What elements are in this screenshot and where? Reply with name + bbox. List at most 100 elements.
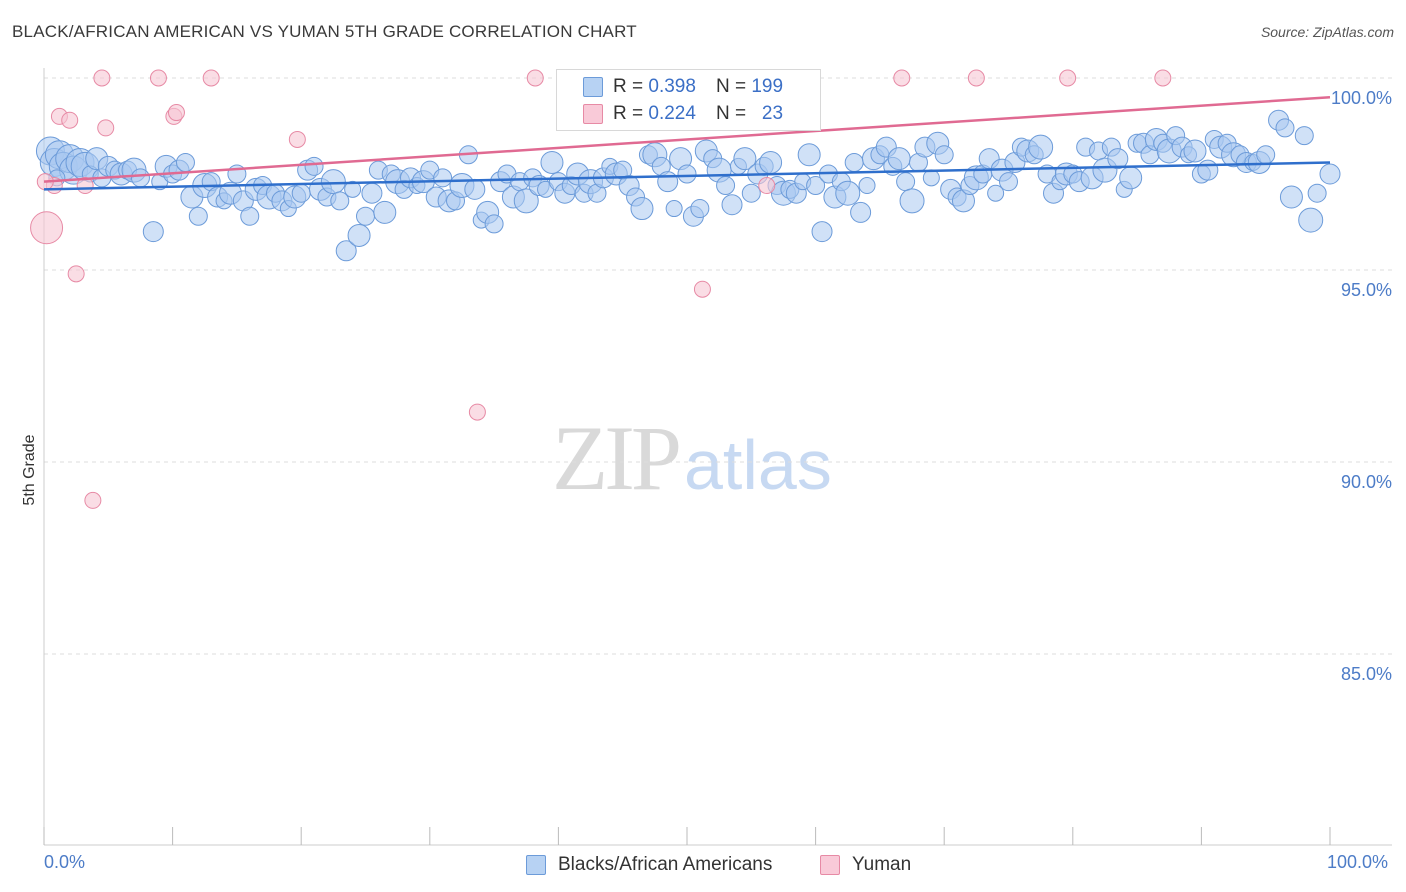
blacks-data-point (1107, 148, 1129, 170)
yuman-data-point (97, 119, 115, 137)
bottom-legend-label: Yuman (852, 854, 912, 875)
blacks-data-point (741, 183, 761, 203)
blacks-data-point (142, 221, 164, 243)
blacks-data-point (665, 200, 683, 218)
blacks-data-point (690, 199, 710, 219)
blacks-data-point (1319, 163, 1341, 185)
blacks-data-point (630, 197, 654, 221)
blacks-data-point (344, 180, 362, 198)
yuman-data-point (468, 403, 486, 421)
blacks-data-point (987, 184, 1005, 202)
yuman-trend-line (43, 95, 1331, 183)
blacks-data-point (464, 178, 486, 200)
legend-r-value: 0.224 (648, 103, 696, 124)
blacks-data-point (858, 177, 876, 195)
blacks-data-point (513, 188, 539, 214)
bottom-legend-label: Blacks/African Americans (558, 854, 773, 875)
blacks-data-point (797, 143, 821, 167)
watermark-atlas: atlas (684, 426, 832, 504)
blacks-data-point (1298, 207, 1324, 233)
yuman-data-point (758, 177, 776, 195)
blacks-data-point (721, 194, 743, 216)
watermark-zip: ZIP (552, 407, 682, 509)
yuman-data-point (167, 104, 185, 122)
x-tick-label-max: 100.0% (1327, 852, 1389, 872)
legend-n-value: 23 (761, 103, 784, 124)
legend-swatch-pink (583, 104, 603, 124)
blacks-data-point (540, 150, 564, 174)
y-tick-label: 90.0% (1341, 472, 1392, 492)
legend-row-yuman: R = 0.224 N = 23 (583, 101, 783, 127)
blacks-data-point (657, 171, 679, 193)
blacks-data-point (806, 176, 826, 196)
blacks-data-point (1119, 166, 1143, 190)
blacks-data-point (175, 152, 195, 172)
blacks-data-point (1256, 145, 1276, 165)
blacks-data-point (1275, 118, 1295, 138)
blacks-data-point (356, 206, 375, 226)
watermark: ZIPatlas (552, 405, 832, 511)
legend-n-label: N = (715, 103, 747, 124)
blacks-data-point (887, 147, 911, 171)
y-tick-label: 95.0% (1341, 280, 1392, 300)
legend-row-blacks: R = 0.398 N = 199 (583, 74, 783, 100)
blacks-data-point (188, 206, 208, 226)
yuman-data-point (967, 69, 985, 87)
legend-r-value: 0.398 (648, 76, 696, 97)
blacks-data-point (844, 152, 864, 172)
blacks-data-point (835, 180, 861, 206)
blacks-data-point (811, 221, 833, 243)
blacks-data-point (850, 201, 872, 223)
yuman-data-point (526, 69, 544, 87)
blacks-data-point (347, 223, 371, 247)
blacks-data-point (433, 168, 453, 188)
y-tick-label: 85.0% (1341, 664, 1392, 684)
yuman-data-point (149, 69, 167, 87)
legend-n-label: N = (715, 76, 747, 97)
blacks-data-point (373, 200, 397, 224)
blacks-data-point (291, 183, 311, 203)
bottom-legend-swatch-blue (526, 855, 546, 875)
blacks-data-point (922, 169, 940, 187)
blacks-data-point (896, 172, 916, 192)
yuman-data-point (1154, 69, 1172, 87)
blacks-data-point (716, 176, 736, 196)
yuman-data-point (1059, 69, 1077, 87)
legend-n-value: 199 (751, 76, 784, 97)
yuman-data-point (202, 69, 220, 87)
x-tick-label-min: 0.0% (44, 852, 86, 872)
blacks-data-point (759, 150, 783, 174)
yuman-data-point (693, 280, 711, 298)
correlation-legend: R = 0.398 N = 199 R = 0.224 N = 23 (556, 69, 821, 131)
chart-title: BLACK/AFRICAN AMERICAN VS YUMAN 5TH GRAD… (12, 22, 637, 41)
bottom-legend-blacks: Blacks/African Americans (526, 852, 772, 878)
blacks-data-point (1294, 126, 1314, 146)
blacks-data-point (1197, 159, 1219, 181)
blacks-data-point (484, 214, 504, 234)
yuman-data-point (30, 211, 64, 245)
blacks-data-point (934, 145, 954, 165)
blacks-data-point (361, 182, 383, 204)
blacks-data-point (1279, 185, 1303, 209)
bottom-legend-yuman: Yuman (820, 852, 911, 878)
blacks-data-point (304, 156, 324, 176)
yuman-data-point (84, 491, 102, 509)
blacks-data-point (330, 191, 350, 211)
legend-r-label: R = (613, 76, 644, 97)
blacks-data-point (130, 168, 150, 188)
blacks-data-point (1307, 183, 1327, 203)
blacks-data-point (1028, 134, 1054, 160)
blacks-data-point (335, 240, 357, 262)
blacks-trend-line (43, 161, 1331, 191)
blacks-data-point (320, 169, 346, 195)
legend-r-label: R = (613, 103, 644, 124)
yuman-data-point (93, 69, 111, 87)
yuman-data-point (288, 130, 306, 148)
blacks-data-point (677, 164, 697, 184)
bottom-legend-swatch-pink (820, 855, 840, 875)
blacks-data-point (999, 172, 1018, 192)
yuman-data-point (893, 69, 911, 87)
blacks-data-point (733, 147, 757, 171)
source-credit: Source: ZipAtlas.com (1260, 24, 1394, 40)
